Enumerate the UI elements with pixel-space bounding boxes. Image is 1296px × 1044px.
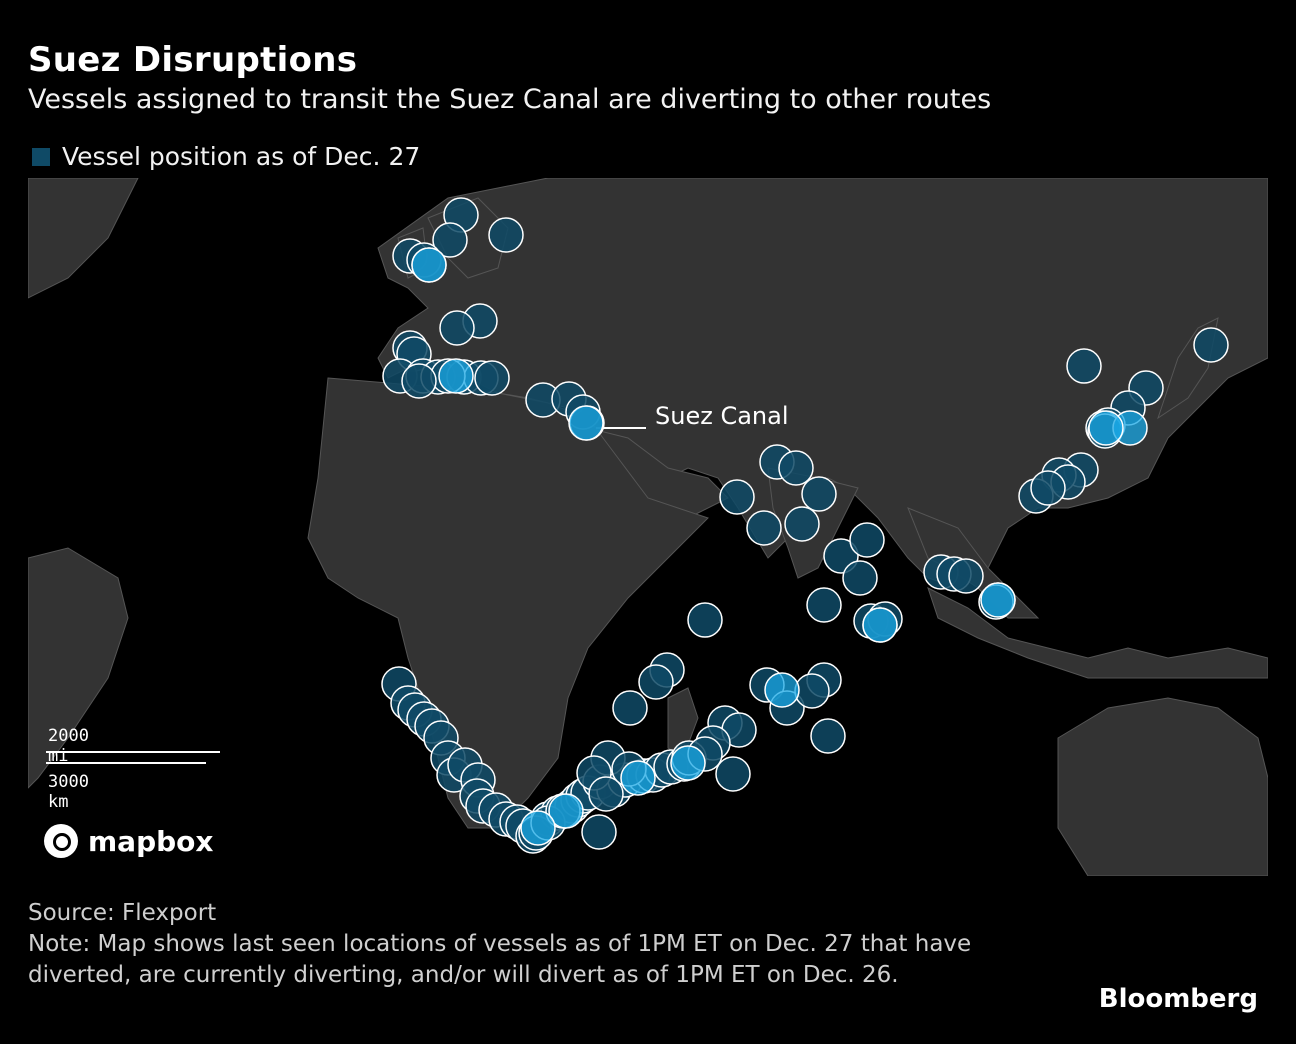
madagascar-landmass — [667, 687, 699, 759]
vessel-marker[interactable] — [474, 360, 510, 396]
suez-canal-label: Suez Canal — [655, 402, 789, 430]
vessel-marker[interactable] — [794, 673, 830, 709]
vessel-marker[interactable] — [746, 510, 782, 546]
chart-subtitle: Vessels assigned to transit the Suez Can… — [28, 84, 992, 115]
north-america-landmass — [28, 178, 139, 299]
vessel-marker[interactable] — [612, 690, 648, 726]
scale-bar-km — [46, 762, 206, 764]
mapbox-attribution[interactable]: mapbox — [44, 824, 213, 858]
vessel-marker[interactable] — [948, 558, 984, 594]
vessel-marker[interactable] — [581, 814, 617, 850]
vessel-marker[interactable] — [1066, 348, 1102, 384]
vessel-marker[interactable] — [687, 602, 723, 638]
vessel-marker-cluster[interactable] — [568, 405, 604, 441]
vessel-marker[interactable] — [715, 756, 751, 792]
indonesia-landmass — [927, 587, 1268, 679]
vessel-marker[interactable] — [488, 217, 524, 253]
vessel-marker-cluster[interactable] — [670, 745, 706, 781]
vessel-marker[interactable] — [784, 506, 820, 542]
vessel-marker[interactable] — [1193, 327, 1229, 363]
vessel-marker-cluster[interactable] — [620, 760, 656, 796]
source-note: Source: Flexport — [28, 900, 217, 926]
legend: Vessel position as of Dec. 27 — [32, 142, 420, 171]
vessel-marker[interactable] — [719, 479, 755, 515]
vessel-marker[interactable] — [439, 310, 475, 346]
scale-bar-miles — [46, 751, 220, 753]
legend-label: Vessel position as of Dec. 27 — [62, 142, 421, 171]
mapbox-wordmark: mapbox — [88, 824, 214, 858]
vessel-marker[interactable] — [801, 476, 837, 512]
vessel-marker-cluster[interactable] — [1088, 410, 1124, 446]
methodology-note: Note: Map shows last seen locations of v… — [28, 931, 972, 988]
world-map[interactable]: Suez Canal 2000 mi 3000 km mapbox — [28, 178, 1268, 876]
vessel-marker[interactable] — [842, 560, 878, 596]
south-america-landmass — [28, 547, 129, 789]
vessel-marker[interactable] — [849, 522, 885, 558]
vessel-marker[interactable] — [810, 718, 846, 754]
vessel-marker[interactable] — [432, 222, 468, 258]
vessel-marker-cluster[interactable] — [520, 810, 556, 846]
vessel-marker[interactable] — [401, 363, 437, 399]
vessel-marker[interactable] — [588, 776, 624, 812]
vessel-marker-cluster[interactable] — [980, 582, 1016, 618]
vessel-marker[interactable] — [638, 664, 674, 700]
vessel-marker[interactable] — [778, 450, 814, 486]
vessel-marker-cluster[interactable] — [411, 247, 447, 283]
vessel-marker-cluster[interactable] — [438, 358, 474, 394]
legend-swatch — [32, 147, 50, 166]
mapbox-logo-icon — [44, 824, 78, 858]
bloomberg-logo: Bloomberg — [1098, 984, 1258, 1014]
scale-miles: 2000 mi — [48, 726, 89, 766]
scale-km: 3000 km — [48, 772, 89, 812]
vessel-marker[interactable] — [1030, 470, 1066, 506]
vessel-marker-cluster[interactable] — [548, 793, 584, 829]
chart-title: Suez Disruptions — [28, 40, 358, 80]
australia-landmass — [1057, 697, 1268, 876]
vessel-marker-cluster[interactable] — [862, 607, 898, 643]
vessel-layer — [381, 197, 1229, 854]
vessel-marker-cluster[interactable] — [764, 672, 800, 708]
map-canvas — [28, 178, 1268, 876]
vessel-marker[interactable] — [806, 587, 842, 623]
